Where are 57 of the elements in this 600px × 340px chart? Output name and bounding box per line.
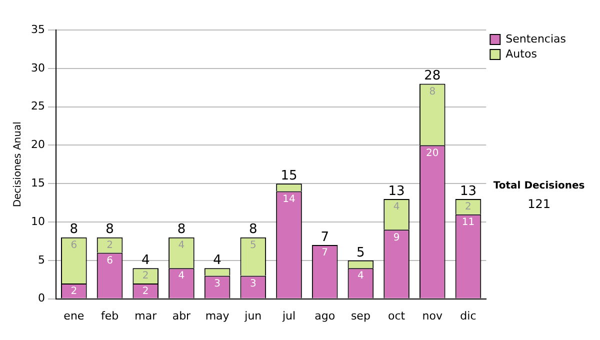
data-label: 6 [70,240,78,251]
data-label: 9 [393,232,400,244]
data-label: 7 [322,248,328,259]
x-tick-label: may [205,309,230,322]
y-tick-label: 25 [30,100,45,113]
x-tick-label: feb [100,309,119,322]
data-label: 4 [178,240,185,251]
y-tick-label: 20 [30,138,45,152]
total-label: 13 [388,184,405,199]
x-tick-label: abr [172,309,192,322]
data-label: 6 [106,255,113,266]
x-tick-label: mar [134,309,158,322]
data-label: 11 [462,216,475,228]
data-label: 3 [250,278,256,290]
text: Total Decisiones [493,180,585,192]
data-label: 4 [178,270,185,282]
y-tick-label: 0 [38,292,45,305]
y-tick-label: 15 [30,176,45,190]
x-tick-label: oct [388,309,406,322]
y-tick-label: 10 [30,214,45,228]
y-tick-label: 5 [38,253,45,266]
data-label: 2 [465,202,472,213]
data-label: 4 [358,270,364,282]
data-label: 20 [426,148,439,159]
data-label: 14 [282,194,296,205]
total-label: 4 [213,252,222,268]
total-label: 13 [460,184,476,199]
data-label: 3 [214,278,220,290]
data-label: 2 [106,240,113,251]
data-label: 5 [250,240,256,251]
y-tick-label: 35 [30,22,45,36]
total-label: 7 [320,230,329,245]
x-tick-label: jul [281,309,296,322]
data-label: 2 [70,286,78,298]
x-tick-label: ago [314,309,336,322]
data-label: 2 [142,286,149,298]
total-label: 15 [280,168,298,184]
total-label: 8 [106,222,114,238]
total-label: 28 [424,68,441,84]
x-tick-label: dic [460,309,476,322]
x-tick-label: sep [350,309,370,322]
y-tick-label: 30 [30,61,45,74]
text: 121 [528,197,551,212]
x-tick-label: ene [64,309,84,322]
legend-label: Autos [506,47,538,60]
total-label: 4 [141,252,150,268]
total-label: 8 [249,222,258,238]
data-label: 4 [393,202,400,213]
legend-label: Sentencias [506,32,566,46]
y-axis-title: Decisiones Anual [12,122,24,208]
data-label: 2 [142,270,149,282]
x-tick-label: jun [244,309,262,322]
x-tick-label: nov [422,309,443,322]
total-label: 5 [356,245,365,260]
data-label: 8 [429,86,436,98]
total-label: 8 [177,222,186,238]
total-label: 8 [70,222,78,238]
